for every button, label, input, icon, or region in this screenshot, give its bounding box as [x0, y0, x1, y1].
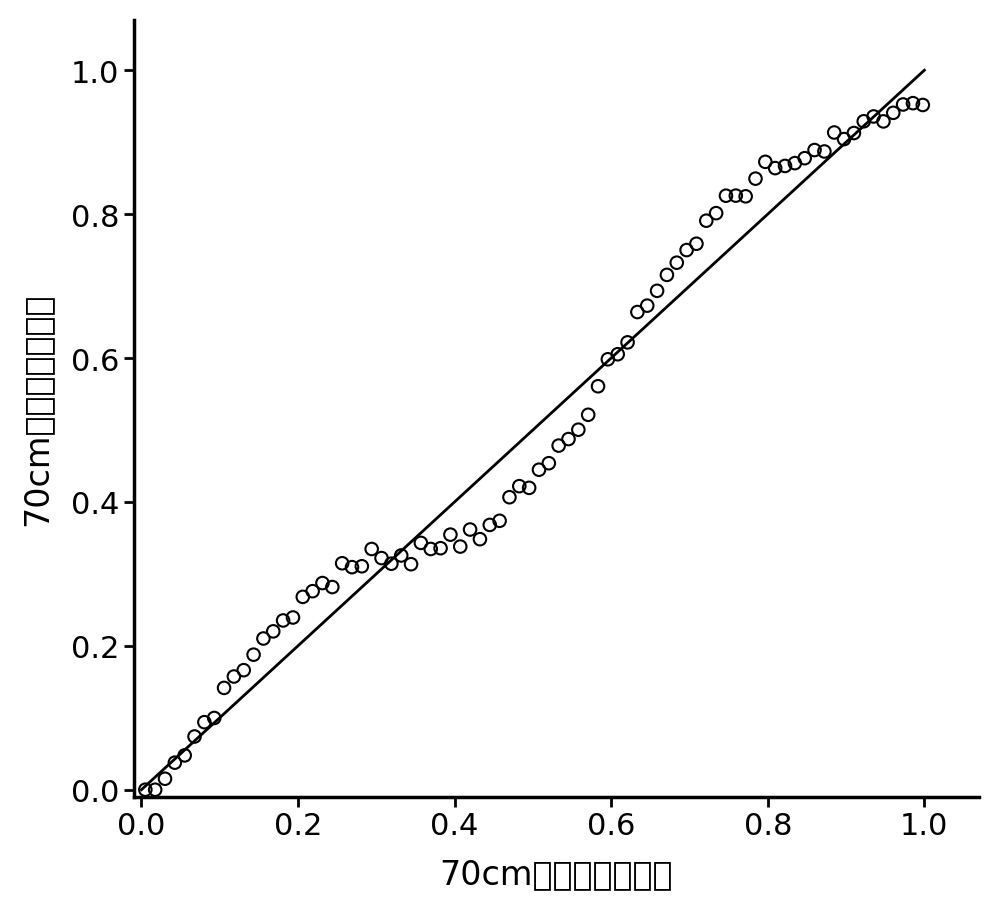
Point — [177, 748, 193, 763]
Point — [649, 284, 665, 299]
Point — [423, 542, 439, 557]
Point — [531, 463, 547, 477]
Point — [246, 648, 262, 662]
Point — [836, 133, 852, 148]
Point — [895, 98, 911, 113]
Point — [452, 539, 468, 554]
Point — [511, 479, 527, 494]
Point — [787, 157, 803, 171]
Point — [324, 580, 340, 595]
Point — [275, 613, 291, 628]
Point — [403, 558, 419, 572]
Point — [206, 711, 222, 725]
Point — [354, 559, 370, 574]
Point — [875, 115, 891, 129]
Point — [777, 159, 793, 174]
Point — [433, 541, 449, 556]
Point — [738, 189, 754, 204]
Point — [521, 481, 537, 496]
Point — [807, 144, 823, 159]
Point — [334, 557, 350, 571]
Y-axis label: 70cm预测値累积概率: 70cm预测値累积概率 — [21, 292, 54, 526]
Point — [364, 542, 380, 557]
Point — [570, 423, 586, 437]
Point — [718, 189, 734, 204]
Point — [846, 127, 862, 141]
Point — [305, 584, 321, 599]
Point — [620, 335, 636, 350]
Point — [885, 107, 901, 121]
Point — [255, 631, 271, 646]
Point — [590, 380, 606, 394]
Point — [541, 456, 557, 471]
Point — [393, 548, 409, 563]
Point — [767, 161, 783, 176]
Point — [167, 755, 183, 770]
Point — [905, 97, 921, 111]
Point — [915, 98, 931, 113]
Point — [561, 433, 577, 447]
Point — [757, 156, 773, 170]
Point — [196, 715, 212, 730]
Point — [216, 681, 232, 695]
Point — [688, 237, 704, 251]
Point — [629, 305, 645, 320]
Point — [295, 590, 311, 605]
Point — [442, 527, 458, 542]
Point — [472, 532, 488, 547]
Point — [157, 772, 173, 786]
Point — [462, 523, 478, 537]
Point — [816, 145, 832, 159]
Point — [226, 670, 242, 684]
Point — [639, 299, 655, 313]
Point — [285, 610, 301, 625]
Point — [659, 268, 675, 282]
Point — [728, 189, 744, 204]
Point — [492, 514, 508, 528]
Point — [797, 152, 813, 167]
Point — [147, 783, 163, 797]
Point — [482, 518, 498, 533]
Point — [826, 126, 842, 140]
Point — [501, 490, 517, 505]
Point — [374, 551, 390, 566]
Point — [747, 172, 763, 187]
X-axis label: 70cm拟合値累积概率: 70cm拟合値累积概率 — [440, 857, 673, 890]
Point — [413, 536, 429, 550]
Point — [866, 110, 882, 125]
Point — [265, 624, 281, 639]
Point — [698, 214, 714, 229]
Point — [314, 576, 330, 590]
Point — [600, 353, 616, 367]
Point — [236, 663, 252, 678]
Point — [187, 730, 203, 744]
Point — [580, 408, 596, 423]
Point — [344, 560, 360, 575]
Point — [679, 243, 695, 258]
Point — [856, 115, 872, 129]
Point — [708, 207, 724, 221]
Point — [669, 256, 685, 271]
Point — [137, 783, 153, 797]
Point — [610, 348, 626, 363]
Point — [383, 557, 399, 571]
Point — [551, 439, 567, 454]
